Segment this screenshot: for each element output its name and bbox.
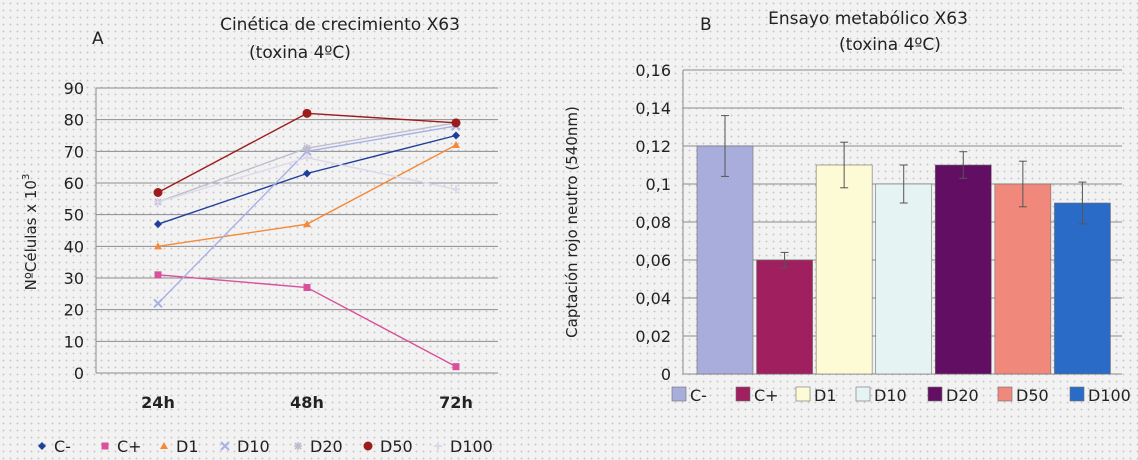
legend-label: C-: [54, 437, 71, 456]
y-tick-label: 0,04: [635, 289, 671, 308]
y-tick-label: 50: [64, 206, 84, 225]
legend-marker: [294, 442, 302, 450]
series-line: [157, 112, 457, 194]
legend-label: D10: [237, 437, 270, 456]
data-point: [154, 242, 162, 250]
legend-marker: [101, 442, 109, 450]
chart-b-y-axis-label: Captación rojo neutro (540nm): [563, 106, 581, 338]
metabolic-assay-chart: B Ensayo metabólico X63 (toxina 4ºC) Cap…: [563, 9, 1131, 405]
x-tick-label: 48h: [290, 393, 324, 412]
chart-a-title-line-2: (toxina 4ºC): [249, 43, 351, 63]
legend-label: C-: [690, 386, 707, 405]
bar: [934, 164, 992, 375]
chart-a-legend: C- C+ D1 D10 D20 D50 D100: [38, 437, 493, 456]
legend-label: D10: [874, 386, 907, 405]
legend-marker: [363, 441, 373, 451]
legend-label: D20: [946, 386, 979, 405]
bar: [815, 164, 873, 375]
y-tick-label: 60: [64, 174, 84, 193]
legend-label: D1: [176, 437, 199, 456]
x-tick-label: 72h: [439, 393, 473, 412]
chart-a-title-line-1: Cinética de crecimiento X63: [220, 15, 460, 35]
y-tick-label: 0,02: [635, 327, 671, 346]
legend-swatch: [927, 386, 943, 402]
legend-swatch: [671, 386, 687, 402]
growth-kinetics-chart: A Cinética de crecimiento X63 (toxina 4º…: [21, 15, 498, 456]
legend-marker: [434, 442, 442, 450]
y-tick-label: 0,08: [635, 213, 671, 232]
chart-b-title-line-2: (toxina 4ºC): [839, 35, 941, 55]
legend-marker: [160, 442, 168, 449]
chart-a-x-ticks: 24h 48h 72h: [141, 393, 473, 412]
y-tick-label: 0: [74, 364, 84, 383]
data-point: [303, 153, 311, 162]
legend-swatch: [1069, 386, 1085, 402]
y-tick-label: 0,14: [635, 99, 671, 118]
data-point: [302, 108, 312, 118]
data-point: [154, 271, 162, 279]
legend-label: D1: [814, 386, 837, 405]
legend-label: D50: [1016, 386, 1049, 405]
legend-marker: [220, 441, 230, 451]
y-tick-label: 90: [64, 79, 84, 98]
chart-a-series: [153, 108, 461, 371]
y-tick-label: 0,1: [646, 175, 671, 194]
y-tick-label: 0,06: [635, 251, 671, 270]
data-point: [451, 118, 461, 128]
bar: [1054, 202, 1111, 375]
data-point: [153, 188, 163, 197]
y-tick-label: 20: [64, 301, 84, 320]
legend-marker: [38, 442, 46, 450]
data-point: [452, 363, 460, 371]
legend-label: D100: [450, 437, 493, 456]
legend-label: D100: [1088, 386, 1131, 405]
legend-label: D20: [310, 437, 343, 456]
data-point: [303, 284, 311, 291]
data-point: [154, 220, 162, 229]
y-tick-label: 80: [64, 111, 84, 130]
chart-a-gridlines: [95, 87, 498, 374]
y-tick-label: 0: [661, 365, 671, 384]
series-line: [157, 122, 457, 203]
bar: [994, 183, 1052, 375]
legend-swatch: [855, 386, 871, 402]
data-point: [452, 185, 460, 194]
y-tick-label: 0,16: [635, 61, 671, 80]
data-point: [452, 131, 460, 140]
y-label-superscript: 3: [21, 174, 32, 180]
legend-label: C+: [754, 386, 779, 405]
y-tick-label: 0,12: [635, 137, 671, 156]
data-point: [303, 220, 311, 228]
legend-label: D50: [380, 437, 413, 456]
y-tick-label: 30: [64, 269, 84, 288]
chart-a-y-axis-label: NºCélulas x 103: [21, 174, 40, 291]
bar: [756, 259, 813, 375]
panel-label-b: B: [700, 15, 712, 35]
y-tick-label: 10: [64, 332, 84, 351]
chart-b-title-line-1: Ensayo metabólico X63: [768, 9, 968, 29]
data-point: [303, 169, 311, 178]
bar: [696, 145, 754, 375]
chart-b-legend: C- C+ D1 D10 D20 D50 D100: [671, 386, 1131, 405]
panel-label-a: A: [92, 29, 104, 49]
series-line: [157, 156, 457, 203]
y-tick-label: 70: [64, 142, 84, 161]
legend-swatch: [795, 386, 811, 402]
y-tick-label: 40: [64, 237, 84, 256]
chart-b-y-ticks: 0 0,02 0,04 0,06 0,08 0,1 0,12 0,14 0,16: [635, 61, 671, 384]
legend-swatch: [997, 386, 1013, 402]
data-point: [154, 198, 162, 206]
y-label-main: NºCélulas x 10: [22, 180, 40, 290]
bar: [875, 183, 933, 375]
chart-b-bars: [696, 115, 1111, 375]
chart-a-y-ticks: 0 10 20 30 40 50 60 70 80 90: [64, 79, 84, 383]
x-tick-label: 24h: [141, 393, 175, 412]
legend-swatch: [735, 386, 751, 402]
data-point: [153, 298, 163, 309]
data-point: [452, 141, 460, 148]
data-point: [303, 144, 311, 153]
legend-label: C+: [117, 437, 142, 456]
